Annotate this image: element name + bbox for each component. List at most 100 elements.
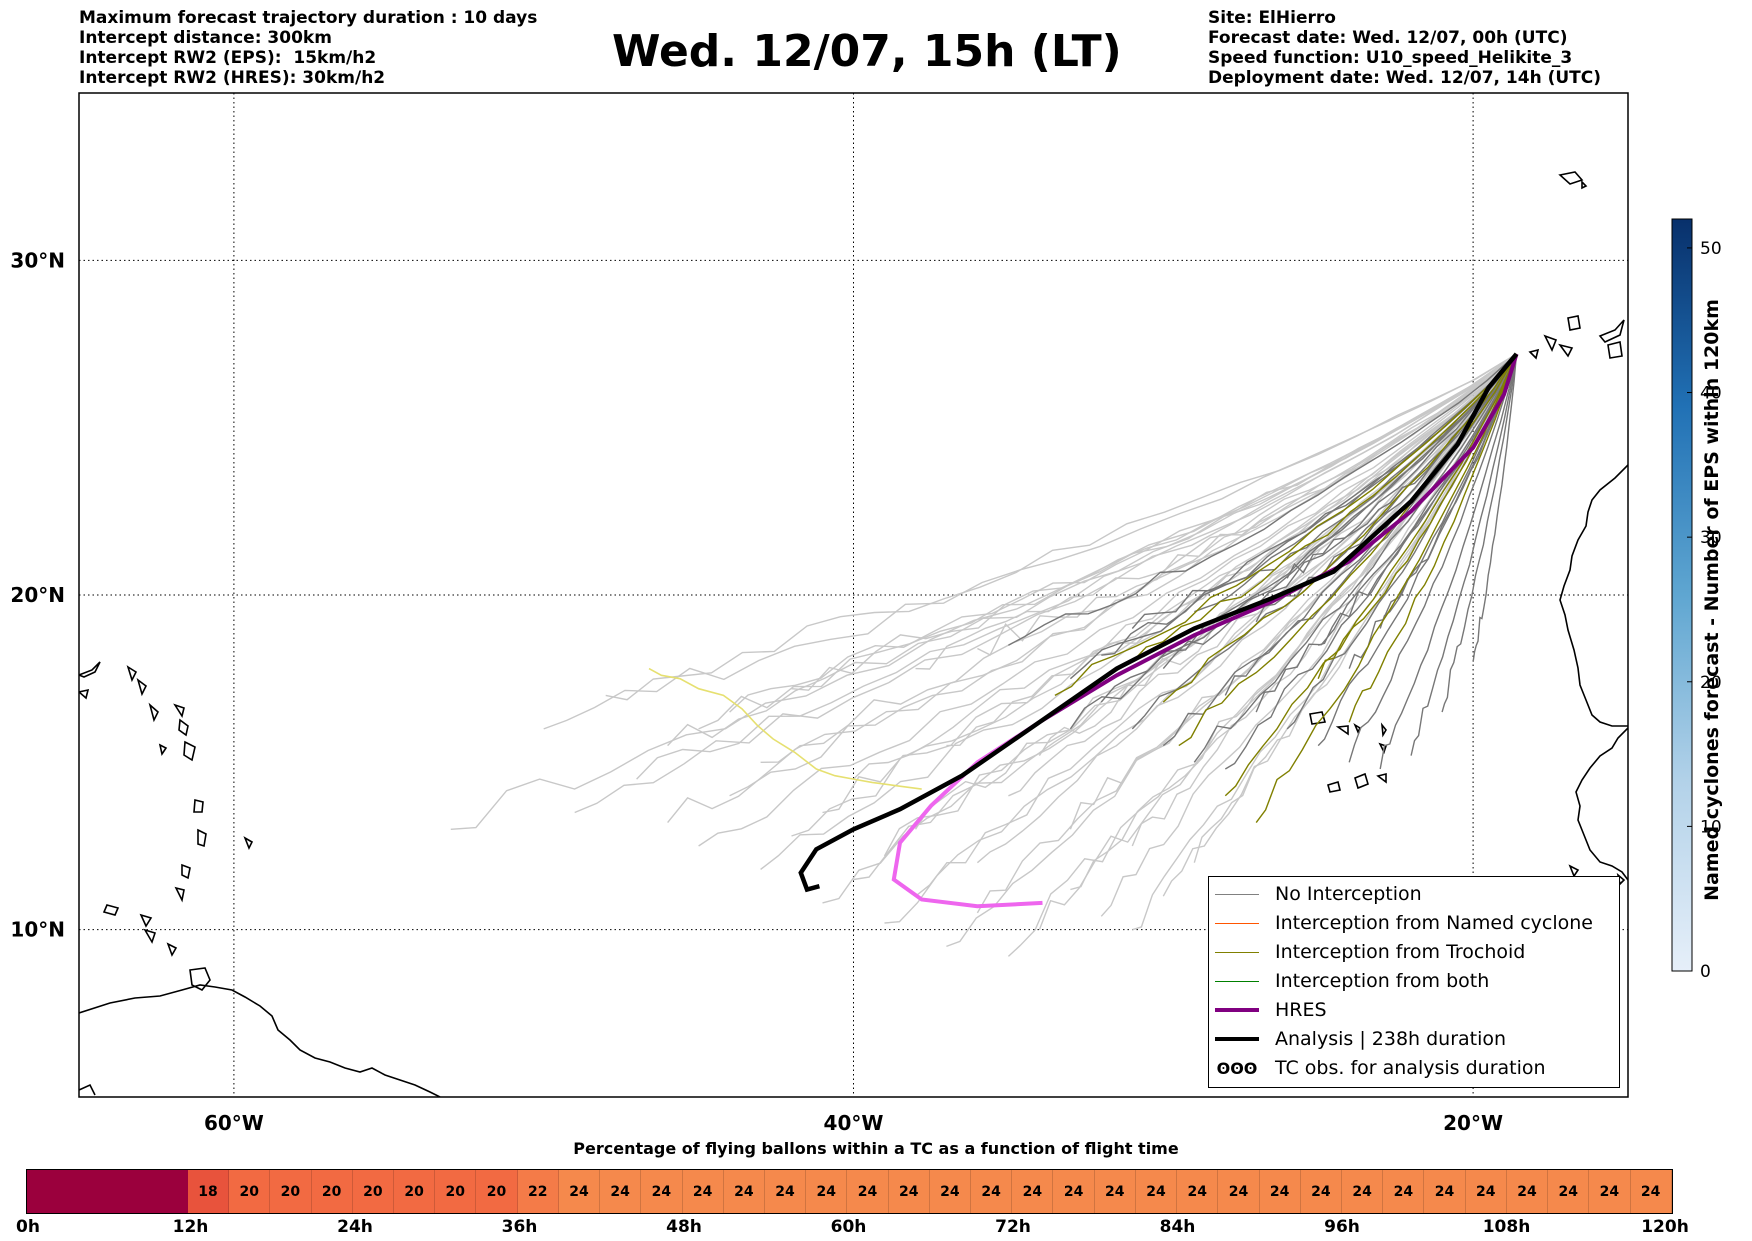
eps-track	[915, 353, 1518, 897]
lon-label: 60°W	[204, 1111, 264, 1135]
main-tracks	[798, 352, 1519, 909]
flight-time-tick-label: 72h	[995, 1217, 1031, 1237]
eps-track	[1348, 353, 1518, 669]
colorbar-tick-label: 10	[1700, 817, 1722, 837]
eps-track	[1069, 353, 1518, 730]
percentage-cell: 24	[1465, 1170, 1507, 1213]
percentage-cell: 24	[806, 1170, 848, 1213]
flight-time-tick-label: 120h	[1641, 1217, 1689, 1237]
eps-track	[853, 353, 1517, 780]
percentage-cell: 24	[929, 1170, 972, 1213]
eps-track	[1070, 353, 1518, 891]
percentage-cell: 20	[476, 1170, 518, 1213]
coastline	[139, 913, 153, 928]
legend-label: TC obs. for analysis duration	[1275, 1057, 1546, 1079]
eps-track	[791, 353, 1517, 691]
eps-track-trochoid-late	[648, 667, 922, 790]
coastline	[1598, 319, 1625, 343]
legend-label: HRES	[1275, 999, 1327, 1021]
percentage-cell: 24	[1012, 1170, 1054, 1213]
flight-time-tick-label: 108h	[1482, 1217, 1531, 1237]
percentage-cell: 20	[393, 1170, 436, 1213]
coastline	[79, 1083, 96, 1096]
legend-swatch	[1215, 1008, 1259, 1012]
percentage-cell: 24	[641, 1170, 683, 1213]
legend-swatch	[1215, 893, 1259, 895]
hres-track	[1038, 353, 1519, 724]
info-site: Site: ElHierro	[1208, 8, 1336, 28]
latitude-labels: 30°N 20°N 10°N	[10, 248, 65, 941]
eps-track	[1162, 353, 1518, 747]
info-max-duration: Maximum forecast trajectory duration : 1…	[79, 8, 538, 28]
chart-title: Wed. 12/07, 15h (LT)	[612, 26, 1122, 77]
percentage-cell: 20	[311, 1170, 353, 1213]
coastline	[158, 743, 168, 757]
info-intercept-eps: Intercept RW2 (EPS): 15km/h2	[79, 48, 377, 68]
percentage-cell: 24	[1135, 1170, 1178, 1213]
percentage-cell: 18	[187, 1170, 230, 1213]
lat-label: 10°N	[10, 918, 65, 942]
eps-track	[1193, 353, 1518, 863]
eps-track	[1038, 353, 1518, 930]
eps-track	[760, 353, 1518, 870]
percentage-cell: 20	[352, 1170, 394, 1213]
percentage-cell: 20	[270, 1170, 312, 1213]
percentage-cell: 24	[1053, 1170, 1095, 1213]
percentage-cell: 24	[971, 1170, 1013, 1213]
legend-label: Analysis | 238h duration	[1275, 1028, 1507, 1050]
coastline	[1378, 742, 1388, 755]
percentage-cell: 24	[1548, 1170, 1590, 1213]
eps-track	[667, 353, 1517, 824]
eps-track	[698, 353, 1517, 730]
coastline	[243, 836, 254, 850]
percentage-cell: 20	[435, 1170, 477, 1213]
coastline	[181, 863, 191, 880]
coastline	[1335, 725, 1349, 736]
coastline	[166, 942, 178, 957]
flight-time-tick-label: 48h	[666, 1217, 702, 1237]
map-gridlines	[79, 93, 1628, 1097]
percentage-cell: 24	[558, 1170, 601, 1213]
coastline	[1354, 772, 1369, 790]
header-info-left: Maximum forecast trajectory duration : 1…	[79, 8, 537, 88]
coastline	[1376, 772, 1387, 784]
eps-track	[1224, 353, 1518, 797]
eps-track	[729, 353, 1517, 713]
eps-track	[729, 353, 1517, 797]
flight-time-tick-label: 96h	[1324, 1217, 1360, 1237]
coastline	[1581, 180, 1588, 190]
flight-time-tick-label: 12h	[172, 1217, 209, 1237]
lat-label: 20°N	[10, 583, 65, 607]
percentage-cell: 24	[682, 1170, 724, 1213]
eps-track	[1410, 353, 1518, 756]
coastline	[189, 967, 211, 992]
percentage-cell: 24	[1094, 1170, 1136, 1213]
colorbar-tick-label: 40	[1700, 384, 1722, 404]
legend-label: Interception from both	[1275, 970, 1490, 992]
eps-track	[1472, 353, 1518, 662]
info-intercept-distance: Intercept distance: 300km	[79, 28, 332, 48]
coastline	[79, 661, 101, 678]
lat-label: 30°N	[10, 248, 65, 272]
legend-item-both: Interception from both	[1215, 968, 1489, 994]
colorbar-tick-label: 20	[1700, 673, 1722, 693]
legend-item-named-cyclone: Interception from Named cyclone	[1215, 910, 1593, 936]
colorbar-tick-label: 50	[1700, 239, 1722, 259]
coastline	[1543, 334, 1558, 352]
flight-time-tick-label: 36h	[501, 1217, 538, 1237]
coastline	[1327, 780, 1341, 793]
coastline	[1575, 727, 1628, 881]
percentage-cell: 24	[1177, 1170, 1219, 1213]
percentage-cell	[27, 1170, 68, 1213]
colorbar-ticks: 0 10 20 30 40 50	[1687, 239, 1722, 982]
percentage-cell: 22	[517, 1170, 559, 1213]
coastline	[1528, 348, 1540, 360]
eps-track	[1131, 353, 1518, 663]
legend: No Interception Interception from Named …	[1208, 876, 1620, 1088]
coastline	[1353, 723, 1362, 734]
flight-time-tick-label: 60h	[830, 1217, 867, 1237]
legend-label: No Interception	[1275, 883, 1422, 905]
eps-track	[1379, 353, 1518, 770]
coastlines	[79, 171, 1628, 1097]
eps-track	[1255, 353, 1518, 824]
